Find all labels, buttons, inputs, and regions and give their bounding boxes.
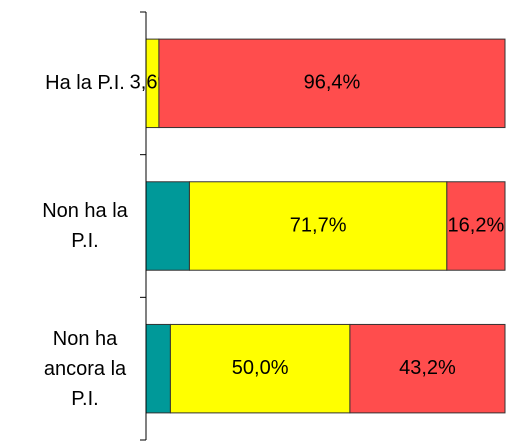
category-label: Non ha ancora la P.I. — [43, 327, 127, 410]
bar-segment — [145, 323, 171, 414]
category-label: Non ha la P.I. — [42, 200, 128, 252]
bar-segment — [169, 323, 351, 414]
value-label: 16,2% — [448, 214, 505, 236]
value-label: 43,2% — [399, 357, 456, 379]
value-label: 96,4% — [304, 72, 361, 94]
value-label: 71,7% — [290, 214, 347, 236]
bar-segment — [158, 38, 506, 129]
value-label: 50,0% — [232, 357, 289, 379]
bar-segment — [188, 181, 448, 271]
category-label: Ha la P.I. — [45, 72, 125, 95]
bar-segment — [349, 323, 506, 414]
bar-segment — [145, 181, 190, 271]
bar-segment — [446, 181, 506, 271]
